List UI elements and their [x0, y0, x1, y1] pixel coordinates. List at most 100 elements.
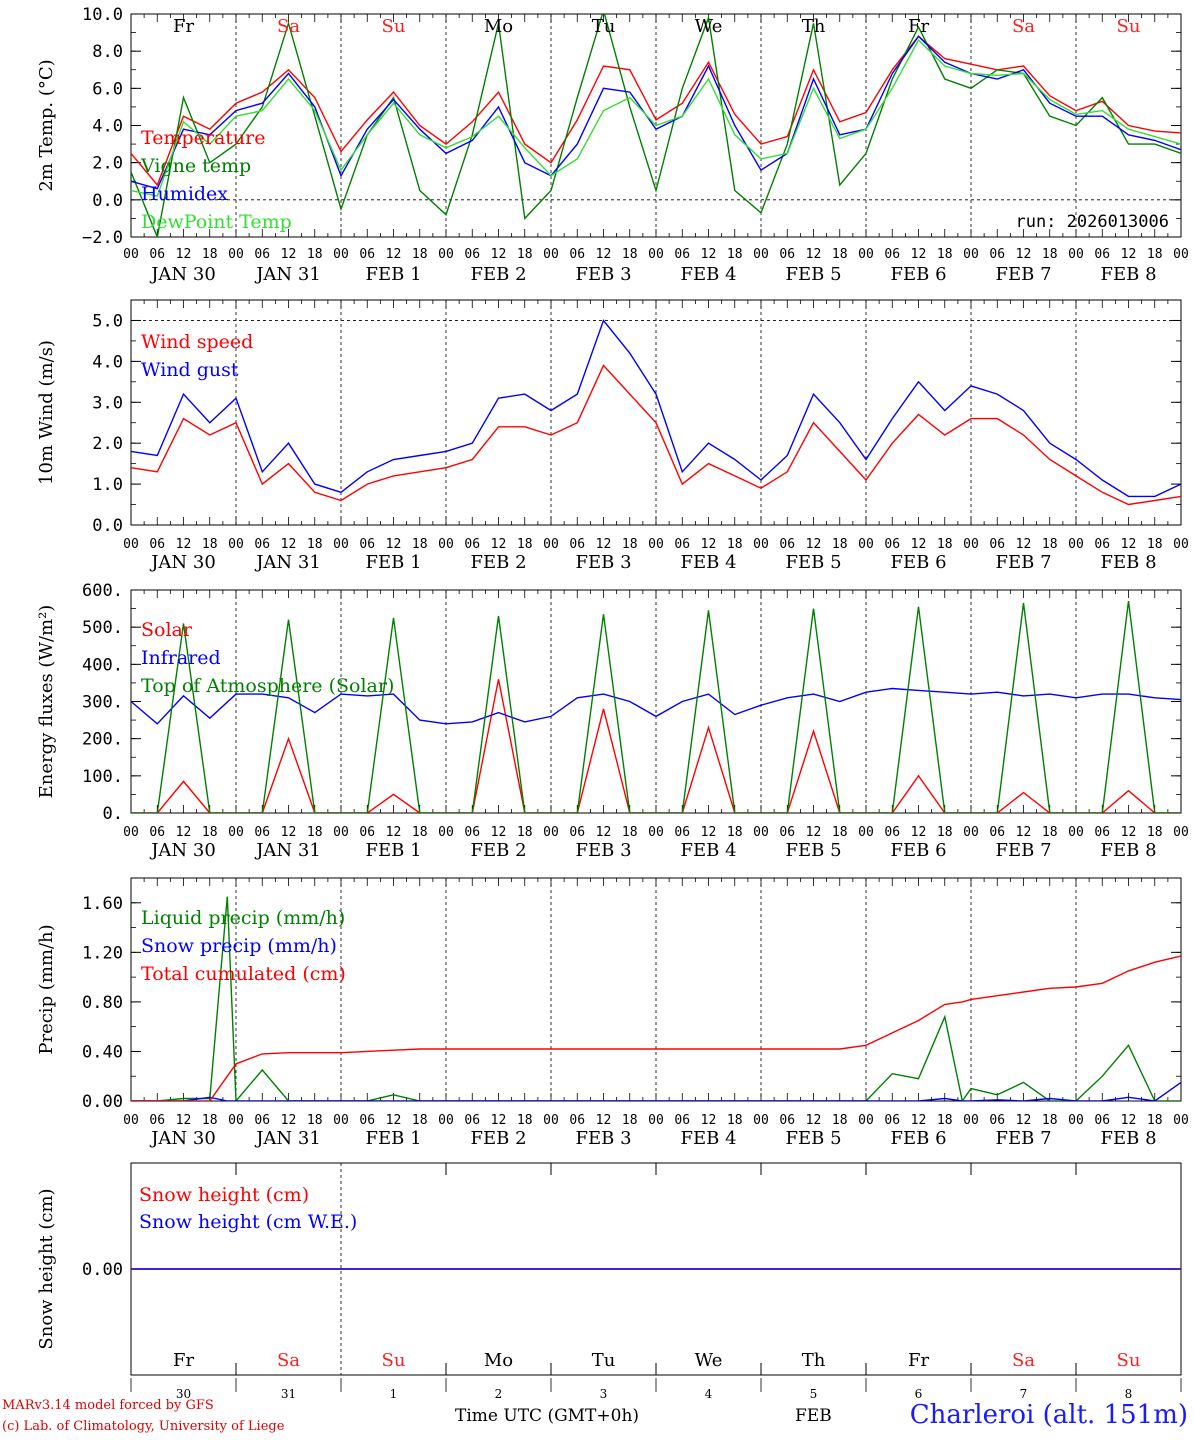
hour-label: 12: [1121, 1113, 1137, 1128]
hour-label: 12: [176, 825, 192, 840]
hour-label: 00: [543, 825, 559, 840]
hour-label: 12: [176, 247, 192, 262]
hour-label: 18: [622, 247, 638, 262]
series-line-top-of-atmosphere-solar-: [131, 601, 1181, 813]
date-label: FEB 2: [470, 264, 526, 285]
hour-label: 18: [202, 537, 218, 552]
date-label: JAN 30: [149, 264, 216, 285]
hour-label: 06: [674, 825, 690, 840]
hour-label: 00: [438, 537, 454, 552]
day-name-label: Fr: [908, 16, 929, 37]
hour-label: 12: [1016, 825, 1032, 840]
date-label: FEB 6: [890, 552, 946, 573]
y-tick-label: 0.0: [92, 191, 123, 211]
hour-label: 06: [254, 1113, 270, 1128]
hour-label: 06: [464, 1113, 480, 1128]
hour-label: 18: [1147, 1113, 1163, 1128]
hour-label: 18: [1042, 1113, 1058, 1128]
series-line-wind-gust: [131, 319, 1181, 498]
hour-label: 12: [806, 537, 822, 552]
hour-label: 06: [674, 537, 690, 552]
y-axis-label: Precip (mm/h): [36, 924, 57, 1054]
hour-label: 06: [359, 537, 375, 552]
hour-label: 06: [359, 825, 375, 840]
hour-label: 12: [281, 1113, 297, 1128]
hour-label: 00: [228, 537, 244, 552]
hour-label: 06: [989, 825, 1005, 840]
panel-wind: 0.0 1.0 2.0 3.0 4.0 5.0 10m Wind (m/s) Wind spe…: [36, 299, 1189, 573]
day-name-label: Tu: [592, 1350, 616, 1371]
hour-label: 00: [543, 247, 559, 262]
hour-label: 12: [806, 247, 822, 262]
hour-label: 06: [149, 537, 165, 552]
hour-label: 00: [963, 247, 979, 262]
hour-label: 12: [491, 825, 507, 840]
legend-entry: Snow height (cm): [139, 1184, 309, 1206]
legend-entry: DewPoint Temp: [141, 211, 292, 233]
legend-entry: Humidex: [141, 183, 228, 205]
hour-label: 00: [1173, 537, 1189, 552]
date-label: FEB 3: [575, 1128, 631, 1149]
hour-label: 12: [1016, 537, 1032, 552]
model-credit: MARv3.14 model forced by GFS: [2, 1398, 214, 1413]
hour-label: 12: [806, 825, 822, 840]
hour-label: 18: [517, 247, 533, 262]
series-line-infrared: [131, 687, 1181, 725]
y-axis-label: Snow height (cm): [36, 1188, 57, 1349]
date-label: JAN 30: [149, 552, 216, 573]
hour-label: 18: [412, 537, 428, 552]
series-line-liquid-precip-mm-h-: [131, 896, 1181, 1101]
series-line-solar: [131, 679, 1181, 813]
hour-label: 00: [228, 1113, 244, 1128]
y-tick-label: 300.: [82, 693, 123, 713]
date-label: FEB 2: [470, 840, 526, 861]
hour-label: 12: [596, 247, 612, 262]
hour-label: 06: [359, 1113, 375, 1128]
hour-label: 18: [307, 825, 323, 840]
hour-label: 18: [937, 1113, 953, 1128]
hour-label: 06: [1094, 247, 1110, 262]
hour-label: 18: [517, 825, 533, 840]
hour-label: 00: [123, 1113, 139, 1128]
x-axis-title: Time UTC (GMT+0h): [455, 1406, 640, 1426]
hour-label: 00: [438, 825, 454, 840]
hour-label: 12: [1121, 825, 1137, 840]
date-label: FEB 4: [680, 264, 736, 285]
hour-label: 18: [517, 537, 533, 552]
date-label: FEB 4: [680, 1128, 736, 1149]
date-label: FEB 5: [785, 552, 841, 573]
hour-label: 00: [648, 537, 664, 552]
hour-label: 18: [937, 537, 953, 552]
hour-label: 18: [937, 825, 953, 840]
y-tick-label: 1.0: [92, 475, 123, 495]
hour-label: 12: [1016, 1113, 1032, 1128]
hour-label: 18: [1042, 247, 1058, 262]
hour-label: 06: [884, 1113, 900, 1128]
date-label: JAN 31: [254, 1128, 321, 1149]
y-tick-label: 1.60: [82, 894, 123, 914]
hour-label: 00: [1068, 825, 1084, 840]
hour-label: 18: [1042, 537, 1058, 552]
hour-label: 00: [963, 537, 979, 552]
date-label: FEB 5: [785, 264, 841, 285]
series-line-dewpoint-temp: [131, 38, 1181, 197]
y-tick-label: 3.0: [92, 393, 123, 413]
hour-label: 00: [1068, 1113, 1084, 1128]
day-number-label: 30: [176, 1387, 191, 1401]
hour-label: 06: [569, 825, 585, 840]
hour-label: 12: [1121, 247, 1137, 262]
day-name-label: Su: [382, 1350, 406, 1371]
date-label: FEB 6: [890, 1128, 946, 1149]
hour-label: 12: [596, 1113, 612, 1128]
legend-entry: Liquid precip (mm/h): [141, 907, 345, 929]
hour-label: 12: [386, 247, 402, 262]
hour-label: 06: [149, 825, 165, 840]
hour-label: 00: [333, 247, 349, 262]
hour-label: 12: [281, 825, 297, 840]
y-tick-label: −2.0: [82, 228, 123, 248]
panel-temp: −2.0 0.0 2.0 4.0 6.0 8.0 10.0 2m Temp. (°C) Temp…: [36, 5, 1189, 285]
hour-label: 06: [989, 1113, 1005, 1128]
hour-label: 18: [202, 1113, 218, 1128]
hour-label: 00: [228, 247, 244, 262]
